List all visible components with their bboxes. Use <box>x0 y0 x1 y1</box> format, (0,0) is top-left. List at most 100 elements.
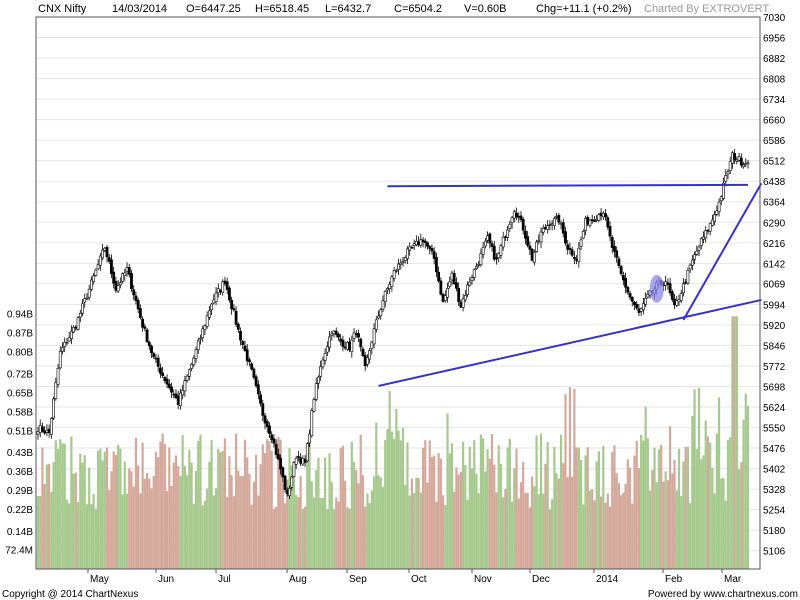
candle-body <box>550 223 554 225</box>
volume-bar <box>281 481 284 569</box>
candle-body <box>261 403 265 416</box>
candle-body <box>297 456 300 458</box>
candle-body <box>410 246 414 249</box>
volume-bar <box>292 478 296 569</box>
candle-body <box>570 249 574 256</box>
price-tick-label: 6142 <box>763 259 786 270</box>
candle-body <box>194 349 198 359</box>
volume-bar <box>137 465 140 569</box>
volume-bar <box>386 429 389 569</box>
volume-bar <box>484 471 487 569</box>
candle-body <box>641 303 645 311</box>
volume-bar <box>159 441 162 569</box>
volume-bar <box>112 451 115 569</box>
volume-bar <box>121 494 124 569</box>
candle-body <box>187 369 191 377</box>
candle-body <box>350 339 354 353</box>
candle-body <box>722 182 725 199</box>
candle-body <box>386 288 389 291</box>
candle-body <box>412 243 416 247</box>
candle-body <box>145 329 149 342</box>
volume-bar <box>462 441 465 569</box>
candle-body <box>548 224 552 227</box>
volume-bar <box>686 446 690 569</box>
volume-bar <box>562 463 565 569</box>
volume-bar <box>186 475 189 569</box>
price-tick-label: 6808 <box>763 75 786 86</box>
candle-body <box>228 287 231 301</box>
candle-body <box>207 310 211 318</box>
candle-body <box>566 244 570 250</box>
candle-body <box>417 241 420 246</box>
volume-bar <box>573 388 576 569</box>
volume-bar <box>421 447 425 569</box>
volume-bar <box>310 481 313 569</box>
candle-body <box>328 336 331 348</box>
volume-bar <box>259 464 262 569</box>
volume-bar <box>197 440 200 569</box>
volume-bar <box>697 387 701 569</box>
volume-bar <box>655 482 658 569</box>
candle-body <box>593 220 596 222</box>
volume-bar <box>214 488 218 569</box>
volume-bar <box>395 408 398 569</box>
volume-bar <box>577 447 580 569</box>
volume-bar <box>557 478 560 569</box>
volume-bar <box>192 503 195 569</box>
volume-bar <box>290 465 293 569</box>
time-tick-label: Nov <box>474 574 492 585</box>
volume-bar <box>76 502 80 569</box>
candle-body <box>530 249 534 261</box>
price-tick-label: 5254 <box>763 506 786 517</box>
candle-body <box>374 319 378 330</box>
candle-body <box>248 359 251 363</box>
candle-body <box>352 332 356 339</box>
volume-bar <box>553 446 556 569</box>
volume-bar <box>108 489 111 569</box>
candle-body <box>512 211 516 219</box>
candle-body <box>506 229 510 238</box>
candle-body <box>47 428 51 434</box>
candle-body <box>719 196 723 202</box>
candle-body <box>392 270 396 279</box>
volume-bar <box>544 463 547 569</box>
candle-body <box>459 301 463 308</box>
candle-body <box>617 258 621 266</box>
volume-bar <box>375 422 378 569</box>
volume-bar <box>226 497 229 569</box>
volume-bar <box>622 492 625 569</box>
volume-bar <box>101 460 104 569</box>
volume-bar <box>646 438 649 569</box>
candle-body <box>196 340 200 350</box>
time-tick-label: Mar <box>724 574 742 585</box>
volume-bar <box>275 506 278 569</box>
candle-body <box>241 340 245 345</box>
volume-bar <box>319 498 322 569</box>
volume-bar <box>94 509 97 569</box>
candle-body <box>706 230 710 232</box>
candle-body <box>470 277 474 281</box>
volume-bar <box>488 458 491 569</box>
candle-body <box>472 269 476 278</box>
volume-bar <box>575 447 578 569</box>
candle-body <box>639 308 643 312</box>
candle-body <box>265 421 269 428</box>
volume-tick-label: 72.4M <box>5 545 33 556</box>
candle-body <box>426 242 429 247</box>
volume-bar <box>63 443 66 569</box>
volume-bar <box>515 448 518 569</box>
volume-bar <box>628 467 632 569</box>
candle-body <box>699 238 703 247</box>
volume-tick-label: 0.22B <box>7 505 33 516</box>
volume-bar <box>571 476 574 569</box>
volume-bar <box>437 453 440 569</box>
candle-body <box>608 226 612 237</box>
volume-bar <box>546 442 549 569</box>
volume-bar <box>152 475 155 569</box>
candle-body <box>461 298 465 308</box>
candle-body <box>141 318 145 328</box>
volume-bar <box>522 461 525 569</box>
volume-bar <box>210 439 213 569</box>
candle-body <box>254 376 258 387</box>
volume-bar <box>568 387 572 569</box>
